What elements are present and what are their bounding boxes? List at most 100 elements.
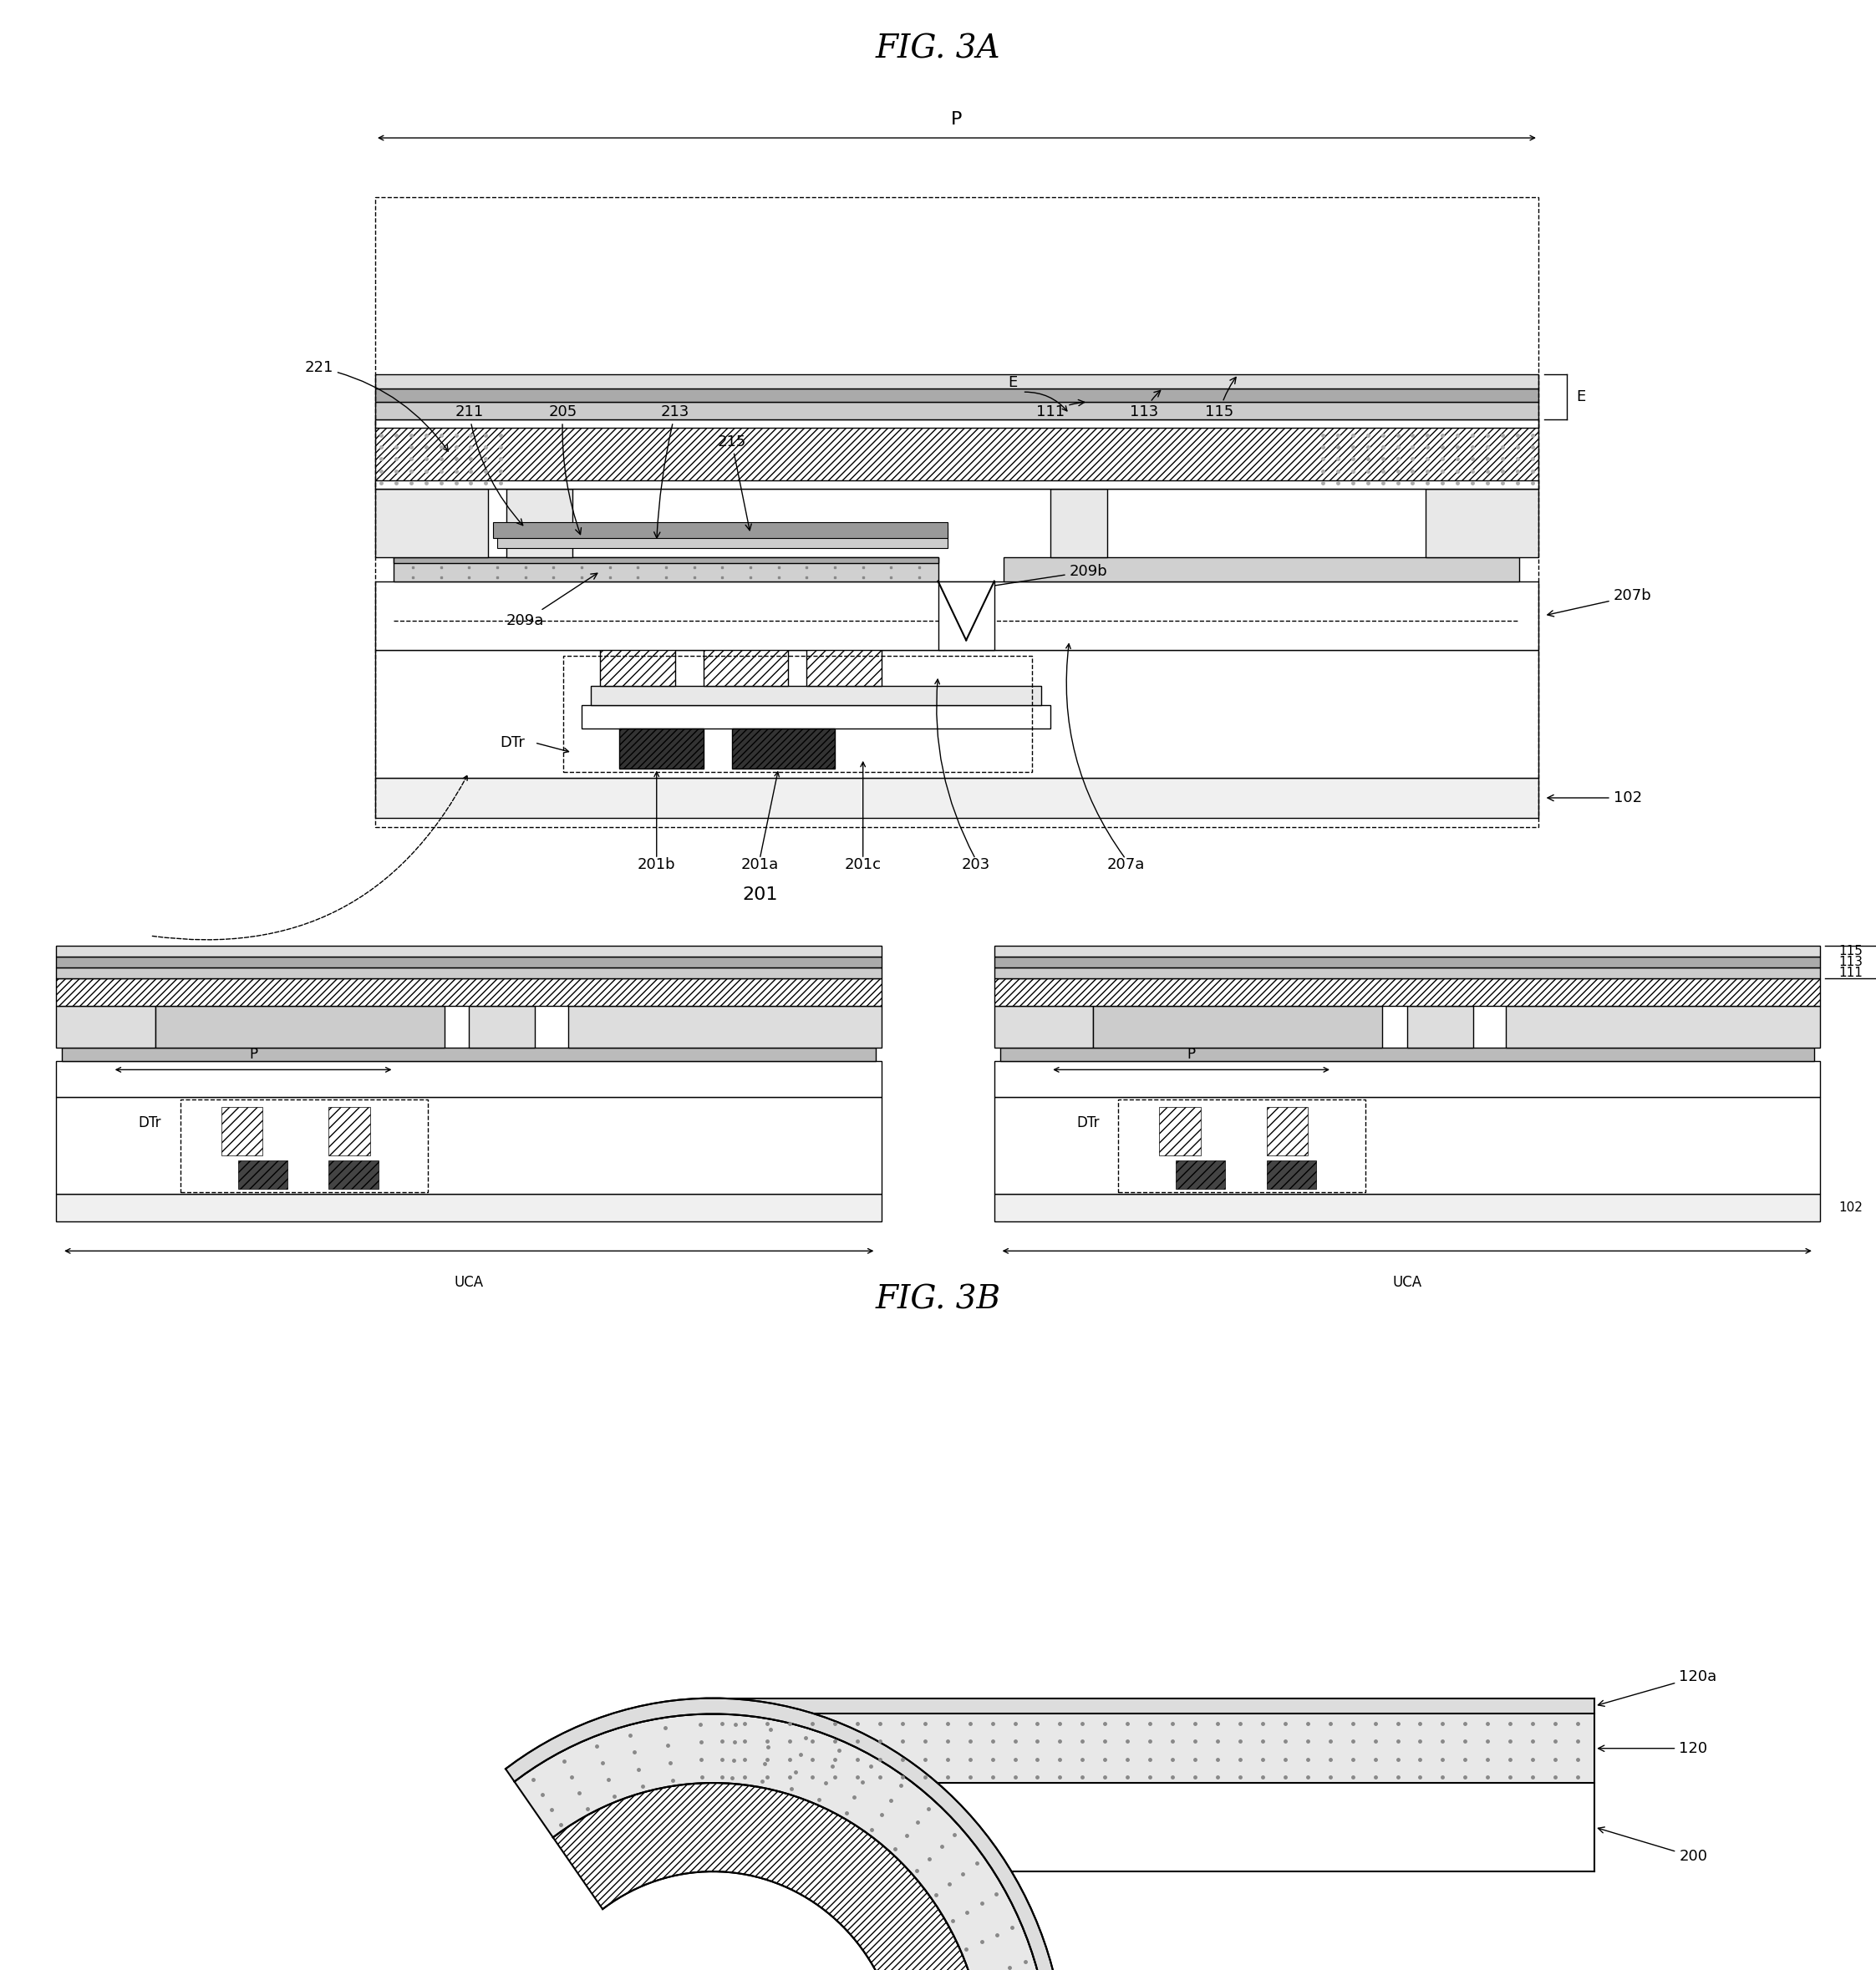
Bar (1051, 489, 1107, 558)
Text: 201b: 201b (638, 857, 675, 873)
Text: P: P (951, 112, 962, 128)
Text: E: E (1576, 390, 1585, 404)
Bar (600, 617, 675, 686)
Bar (375, 374, 1538, 388)
Bar (62, 1048, 876, 1062)
Text: 209a: 209a (507, 573, 597, 628)
Text: 113: 113 (1838, 955, 1863, 969)
Bar (375, 197, 1538, 827)
Bar (56, 967, 882, 979)
Polygon shape (514, 1714, 1051, 1970)
Bar (375, 489, 488, 558)
Bar (1266, 1107, 1308, 1154)
Bar (394, 558, 938, 563)
Bar (180, 1099, 428, 1192)
Text: DTr: DTr (1077, 1115, 1099, 1131)
Bar (375, 581, 1538, 650)
Bar (56, 1194, 882, 1221)
Bar (1000, 1048, 1814, 1062)
Text: 111: 111 (1036, 400, 1084, 420)
Bar (56, 1097, 882, 1194)
Text: E: E (1007, 374, 1019, 390)
Bar (497, 528, 947, 548)
Bar (619, 729, 704, 768)
Bar (994, 967, 1820, 979)
Text: 207a: 207a (1107, 857, 1144, 873)
Bar (994, 946, 1820, 957)
Bar (1506, 1007, 1820, 1048)
Text: 113: 113 (1129, 390, 1161, 420)
Bar (713, 1783, 1595, 1871)
Bar (994, 979, 1820, 1007)
Bar (994, 1194, 1820, 1221)
Bar (591, 686, 1041, 705)
Bar (493, 522, 947, 538)
Bar (221, 1107, 263, 1154)
Polygon shape (505, 1698, 1066, 1970)
Bar (568, 1007, 882, 1048)
Text: 201: 201 (743, 887, 777, 902)
Bar (994, 957, 1820, 967)
Text: 115: 115 (1204, 376, 1236, 420)
Text: 215: 215 (717, 433, 752, 530)
Bar (563, 656, 1032, 772)
Text: 221: 221 (304, 361, 448, 451)
Text: 201a: 201a (741, 857, 779, 873)
Text: 211: 211 (454, 404, 523, 526)
Bar (394, 558, 938, 581)
Bar (56, 979, 882, 1007)
Bar (56, 1007, 156, 1048)
Text: 201c: 201c (844, 857, 882, 873)
Text: DTr: DTr (501, 735, 525, 751)
Text: FIG. 3A: FIG. 3A (876, 33, 1000, 65)
Bar (713, 1698, 1595, 1714)
Text: UCA: UCA (1392, 1275, 1422, 1290)
Bar (238, 1160, 287, 1190)
Bar (1118, 1099, 1366, 1192)
Bar (1176, 1160, 1225, 1190)
Bar (375, 481, 1538, 489)
Bar (328, 1107, 370, 1154)
Bar (375, 420, 1538, 489)
Bar (56, 957, 882, 967)
Text: 200: 200 (1598, 1826, 1707, 1864)
Bar (1004, 558, 1520, 581)
Text: P: P (250, 1046, 257, 1062)
Bar (375, 650, 1538, 778)
Bar (704, 636, 788, 686)
Bar (713, 1714, 1595, 1783)
Bar (507, 489, 572, 558)
Bar (1159, 1107, 1201, 1154)
Bar (375, 778, 1538, 818)
Bar (994, 1007, 1094, 1048)
Bar (375, 388, 1538, 402)
Bar (375, 402, 1538, 420)
Text: DTr: DTr (139, 1115, 161, 1131)
Bar (328, 1160, 379, 1190)
Text: 205: 205 (548, 404, 582, 534)
Bar (994, 1097, 1820, 1194)
Text: 102: 102 (1838, 1202, 1863, 1214)
Text: 120a: 120a (1598, 1669, 1717, 1706)
Bar (56, 946, 882, 957)
Bar (375, 420, 1538, 427)
Text: P: P (1188, 1046, 1195, 1062)
Text: 115: 115 (1838, 946, 1863, 957)
Bar (469, 1007, 535, 1048)
Text: UCA: UCA (454, 1275, 484, 1290)
Bar (56, 1062, 882, 1097)
Bar (1426, 489, 1538, 558)
Text: 209b: 209b (989, 563, 1107, 589)
Text: 111: 111 (1838, 967, 1863, 979)
Bar (582, 705, 1051, 729)
Text: 120: 120 (1598, 1741, 1707, 1755)
Text: 203: 203 (961, 857, 991, 873)
Bar (1266, 1160, 1317, 1190)
Bar (732, 729, 835, 768)
Polygon shape (553, 1783, 985, 1970)
Text: FIG. 3B: FIG. 3B (876, 1284, 1000, 1316)
Text: 207b: 207b (1548, 589, 1651, 617)
Bar (938, 581, 994, 650)
Bar (156, 1007, 445, 1048)
Bar (1407, 1007, 1473, 1048)
